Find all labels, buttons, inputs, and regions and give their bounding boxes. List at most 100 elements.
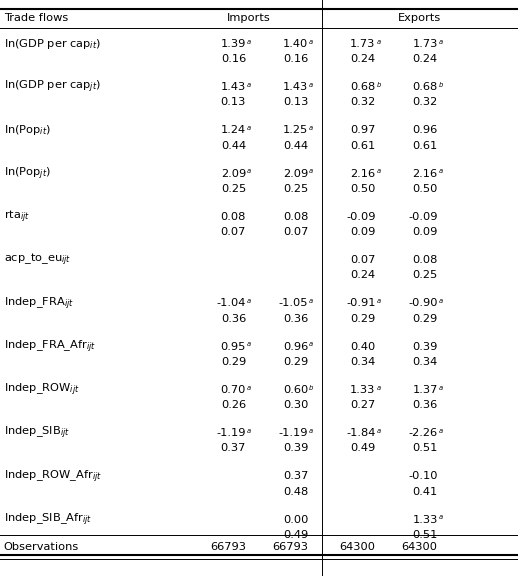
- Text: 1.43: 1.43: [283, 82, 308, 92]
- Text: $^{b}$: $^{b}$: [438, 82, 444, 92]
- Text: -0.91: -0.91: [346, 298, 376, 308]
- Text: 0.26: 0.26: [221, 400, 246, 410]
- Text: $^{a}$: $^{a}$: [438, 428, 443, 438]
- Text: $^{a}$: $^{a}$: [246, 385, 252, 395]
- Text: $^{a}$: $^{a}$: [246, 169, 252, 179]
- Text: 0.27: 0.27: [350, 400, 376, 410]
- Text: 64300: 64300: [402, 541, 438, 552]
- Text: 0.49: 0.49: [283, 530, 308, 540]
- Text: -1.19: -1.19: [279, 428, 308, 438]
- Text: 0.08: 0.08: [283, 212, 308, 222]
- Text: 0.13: 0.13: [283, 97, 308, 107]
- Text: 66793: 66793: [210, 541, 246, 552]
- Text: Imports: Imports: [227, 13, 270, 23]
- Text: $^{a}$: $^{a}$: [376, 428, 381, 438]
- Text: 0.29: 0.29: [350, 313, 376, 324]
- Text: 0.60: 0.60: [283, 385, 308, 395]
- Text: 0.30: 0.30: [283, 400, 308, 410]
- Text: $^{a}$: $^{a}$: [376, 169, 381, 179]
- Text: 0.37: 0.37: [283, 471, 308, 482]
- Text: $^{a}$: $^{a}$: [438, 385, 443, 395]
- Text: 0.39: 0.39: [283, 444, 308, 453]
- Text: $^{b}$: $^{b}$: [308, 385, 314, 395]
- Text: 2.09: 2.09: [221, 169, 246, 179]
- Text: 0.07: 0.07: [283, 227, 308, 237]
- Text: 1.39: 1.39: [221, 39, 246, 49]
- Text: 0.32: 0.32: [350, 97, 376, 107]
- Text: 2.16: 2.16: [350, 169, 376, 179]
- Text: $^{a}$: $^{a}$: [246, 298, 252, 308]
- Text: ln(GDP per cap$_{it}$): ln(GDP per cap$_{it}$): [4, 37, 100, 51]
- Text: $^{a}$: $^{a}$: [246, 39, 252, 49]
- Text: $^{a}$: $^{a}$: [246, 126, 252, 135]
- Text: $^{a}$: $^{a}$: [438, 514, 443, 525]
- Text: 0.07: 0.07: [221, 227, 246, 237]
- Text: acp_to_eu$_{ijt}$: acp_to_eu$_{ijt}$: [4, 252, 71, 268]
- Text: ln(Pop$_{it}$): ln(Pop$_{it}$): [4, 123, 51, 138]
- Text: 0.96: 0.96: [283, 342, 308, 352]
- Text: -0.10: -0.10: [408, 471, 438, 482]
- Text: 0.32: 0.32: [412, 97, 438, 107]
- Text: -1.19: -1.19: [217, 428, 246, 438]
- Text: 2.09: 2.09: [283, 169, 308, 179]
- Text: 0.36: 0.36: [283, 313, 308, 324]
- Text: 0.34: 0.34: [412, 357, 438, 367]
- Text: 0.29: 0.29: [283, 357, 308, 367]
- Text: 1.24: 1.24: [221, 126, 246, 135]
- Text: -0.09: -0.09: [346, 212, 376, 222]
- Text: 0.07: 0.07: [350, 255, 376, 265]
- Text: $^{a}$: $^{a}$: [376, 298, 381, 308]
- Text: $^{a}$: $^{a}$: [308, 298, 314, 308]
- Text: 2.16: 2.16: [412, 169, 438, 179]
- Text: Indep_FRA_Afr$_{ijt}$: Indep_FRA_Afr$_{ijt}$: [4, 339, 96, 355]
- Text: 0.24: 0.24: [350, 270, 376, 281]
- Text: 64300: 64300: [340, 541, 376, 552]
- Text: $^{a}$: $^{a}$: [308, 428, 314, 438]
- Text: -1.05: -1.05: [279, 298, 308, 308]
- Text: 0.29: 0.29: [221, 357, 246, 367]
- Text: $^{b}$: $^{b}$: [376, 82, 382, 92]
- Text: 0.25: 0.25: [412, 270, 438, 281]
- Text: 0.08: 0.08: [412, 255, 438, 265]
- Text: -1.04: -1.04: [217, 298, 246, 308]
- Text: 0.68: 0.68: [350, 82, 376, 92]
- Text: 0.49: 0.49: [350, 444, 376, 453]
- Text: 0.09: 0.09: [350, 227, 376, 237]
- Text: Indep_ROW$_{ijt}$: Indep_ROW$_{ijt}$: [4, 382, 79, 398]
- Text: -0.09: -0.09: [408, 212, 438, 222]
- Text: $^{a}$: $^{a}$: [376, 39, 381, 49]
- Text: 0.68: 0.68: [412, 82, 438, 92]
- Text: 66793: 66793: [272, 541, 308, 552]
- Text: 0.24: 0.24: [412, 54, 438, 64]
- Text: 0.44: 0.44: [221, 141, 246, 150]
- Text: 0.70: 0.70: [221, 385, 246, 395]
- Text: 1.33: 1.33: [412, 514, 438, 525]
- Text: -2.26: -2.26: [409, 428, 438, 438]
- Text: 0.51: 0.51: [412, 444, 438, 453]
- Text: 1.25: 1.25: [283, 126, 308, 135]
- Text: 0.96: 0.96: [412, 126, 438, 135]
- Text: 0.44: 0.44: [283, 141, 308, 150]
- Text: $^{a}$: $^{a}$: [246, 82, 252, 92]
- Text: 0.25: 0.25: [221, 184, 246, 194]
- Text: rta$_{ijt}$: rta$_{ijt}$: [4, 209, 30, 225]
- Text: 0.34: 0.34: [350, 357, 376, 367]
- Text: Observations: Observations: [4, 541, 79, 552]
- Text: 0.61: 0.61: [350, 141, 376, 150]
- Text: 0.16: 0.16: [283, 54, 308, 64]
- Text: Indep_FRA$_{ijt}$: Indep_FRA$_{ijt}$: [4, 295, 74, 312]
- Text: $^{a}$: $^{a}$: [438, 39, 443, 49]
- Text: 1.73: 1.73: [412, 39, 438, 49]
- Text: 0.00: 0.00: [283, 514, 308, 525]
- Text: 1.33: 1.33: [350, 385, 376, 395]
- Text: $^{a}$: $^{a}$: [308, 126, 314, 135]
- Text: 0.13: 0.13: [221, 97, 246, 107]
- Text: 0.40: 0.40: [350, 342, 376, 352]
- Text: 0.61: 0.61: [412, 141, 438, 150]
- Text: $^{a}$: $^{a}$: [246, 428, 252, 438]
- Text: -0.90: -0.90: [408, 298, 438, 308]
- Text: 0.50: 0.50: [350, 184, 376, 194]
- Text: 0.37: 0.37: [221, 444, 246, 453]
- Text: Indep_SIB$_{ijt}$: Indep_SIB$_{ijt}$: [4, 425, 69, 441]
- Text: 0.36: 0.36: [412, 400, 438, 410]
